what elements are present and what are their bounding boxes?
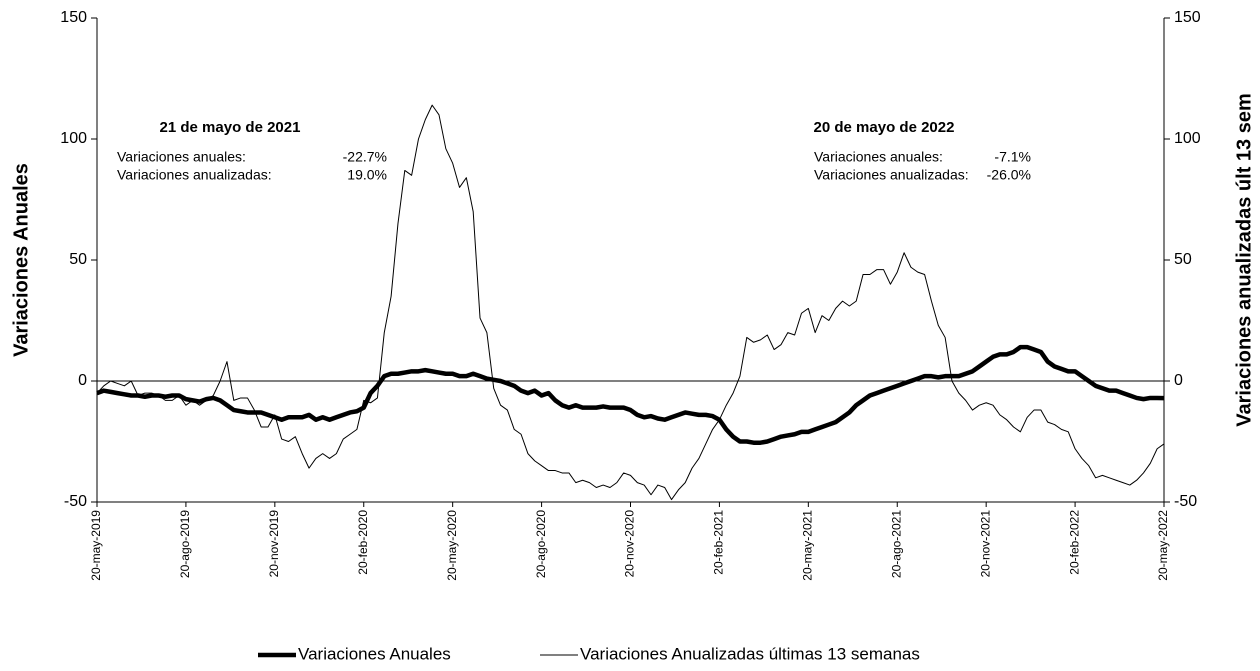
annotation-text: Variaciones anualizadas:	[814, 167, 969, 183]
y-axis-label: Variaciones Anuales	[10, 163, 32, 357]
x-tick-label: 20-nov-2020	[623, 510, 637, 578]
annotation-value: -22.7%	[343, 149, 387, 165]
x-tick-label: 20-may-2020	[445, 510, 459, 581]
x-tick-label: 20-may-2022	[1156, 510, 1170, 581]
x-tick-label: 20-nov-2021	[978, 510, 992, 578]
annotation-value: -7.1%	[994, 149, 1031, 165]
y2-tick-label: -50	[1174, 493, 1197, 510]
x-tick-label: 20-ago-2021	[889, 510, 903, 578]
y-tick-label: -50	[64, 493, 87, 510]
y2-tick-label: 50	[1174, 251, 1192, 268]
annotation-value: -26.0%	[987, 167, 1031, 183]
x-tick-label: 20-may-2021	[801, 510, 815, 581]
x-tick-label: 20-ago-2019	[178, 510, 192, 578]
annotation-text: Variaciones anuales:	[117, 149, 246, 165]
annotation-text: Variaciones anuales:	[814, 149, 943, 165]
y2-tick-label: 100	[1174, 130, 1201, 147]
y-tick-label: 0	[78, 372, 87, 389]
y-tick-label: 100	[60, 130, 87, 147]
x-tick-label: 20-nov-2019	[267, 510, 281, 578]
y2-axis-label: Variaciones anualizadas últ 13 sem	[1233, 93, 1255, 427]
x-tick-label: 20-may-2019	[89, 510, 103, 581]
series-line	[96, 344, 1165, 445]
x-tick-label: 20-feb-2021	[712, 510, 726, 575]
y-tick-label: 150	[60, 9, 87, 26]
y2-tick-label: 150	[1174, 9, 1201, 26]
legend-label: Variaciones Anualizadas últimas 13 seman…	[580, 644, 920, 663]
x-tick-label: 20-feb-2022	[1067, 510, 1081, 575]
x-tick-label: 20-feb-2020	[356, 510, 370, 575]
legend-label: Variaciones Anuales	[298, 644, 451, 663]
series-line	[96, 104, 1165, 501]
y-tick-label: 50	[69, 251, 87, 268]
annotation-title: 21 de mayo de 2021	[160, 119, 301, 136]
y2-tick-label: 0	[1174, 372, 1183, 389]
annotation-title: 20 de mayo de 2022	[814, 119, 955, 136]
x-tick-label: 20-ago-2020	[534, 510, 548, 578]
annotation-value: 19.0%	[347, 167, 387, 183]
annotation-text: Variaciones anualizadas:	[117, 167, 272, 183]
